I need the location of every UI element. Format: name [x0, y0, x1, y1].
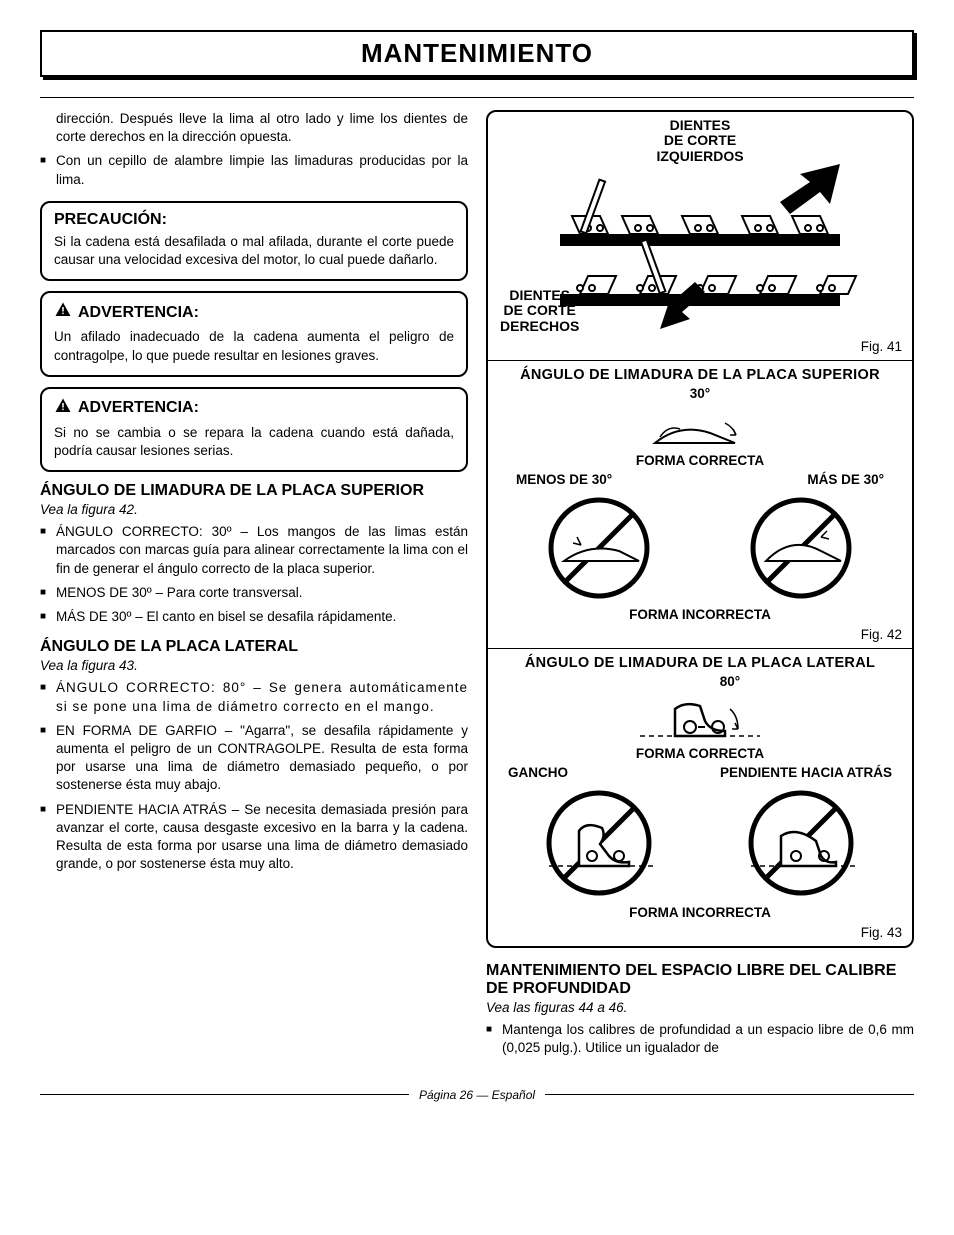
page-title-frame: MANTENIMIENTO — [40, 30, 914, 77]
list-item: Mantenga los calibres de profundidad a u… — [486, 1021, 914, 1057]
fig43-caption: Fig. 43 — [861, 925, 902, 940]
page-title: MANTENIMIENTO — [42, 38, 912, 69]
advertencia2-body: Si no se cambia o se repara la cadena cu… — [54, 424, 454, 460]
fig43-incorrect: FORMA INCORRECTA — [498, 905, 902, 920]
list-item: ÁNGULO CORRECTO: 80° – Se genera automát… — [40, 679, 468, 715]
sec2-bullets: ÁNGULO CORRECTO: 80° – Se genera automát… — [40, 679, 468, 873]
fig42-less: MENOS DE 30° — [516, 472, 612, 487]
intro-bullet: Con un cepillo de alambre limpie las lim… — [40, 152, 468, 188]
fig43-panel: ÁNGULO DE LIMADURA DE LA PLACA LATERAL 8… — [488, 649, 912, 946]
warning-icon — [54, 397, 72, 420]
advertencia2-heading-text: ADVERTENCIA: — [78, 399, 199, 417]
fig42-panel: ÁNGULO DE LIMADURA DE LA PLACA SUPERIOR … — [488, 361, 912, 649]
list-item: PENDIENTE HACIA ATRÁS – Se necesita dema… — [40, 801, 468, 874]
list-item: MÁS DE 30º – El canto en bisel se desafi… — [40, 608, 468, 626]
figures-41-43: DIENTES DE CORTE IZQUIERDOS — [486, 110, 914, 948]
page-footer: Página 26 — Español — [40, 1088, 914, 1102]
fig43-title: ÁNGULO DE LIMADURA DE LA PLACA LATERAL — [498, 655, 902, 671]
fig41-caption: Fig. 41 — [861, 339, 902, 354]
precaucion-body: Si la cadena está desafilada o mal afila… — [54, 233, 454, 269]
sec3-bullets: Mantenga los calibres de profundidad a u… — [486, 1021, 914, 1057]
sec2-heading: ÁNGULO DE LA PLACA LATERAL — [40, 638, 468, 656]
sec2-figref: Vea la figura 43. — [40, 658, 468, 673]
list-item: EN FORMA DE GARFIO – "Agarra", se desafi… — [40, 722, 468, 795]
footer-rule-right — [545, 1094, 914, 1095]
fig42-incorrect: FORMA INCORRECTA — [498, 607, 902, 622]
intro-bullets: Con un cepillo de alambre limpie las lim… — [40, 152, 468, 188]
page-rule — [40, 97, 914, 98]
advertencia1-body: Un afilado inadecuado de la cadena aumen… — [54, 328, 454, 364]
advertencia2-heading: ADVERTENCIA: — [54, 397, 454, 420]
sec3-figref: Vea las figuras 44 a 46. — [486, 1000, 914, 1015]
sec1-figref: Vea la figura 42. — [40, 502, 468, 517]
fig42-angle: 30° — [690, 386, 710, 401]
fig41-label-bottom: DIENTES DE CORTE DERECHOS — [500, 288, 579, 334]
fig43-correct-art — [498, 691, 902, 746]
advertencia1-box: ADVERTENCIA: Un afilado inadecuado de la… — [40, 291, 468, 376]
fig42-correct: FORMA CORRECTA — [498, 453, 902, 468]
fig43-incorrect-art — [498, 786, 902, 901]
fig42-more: MÁS DE 30° — [807, 472, 884, 487]
sec1-bullets: ÁNGULO CORRECTO: 30º – Los mangos de las… — [40, 523, 468, 626]
list-item: MENOS DE 30º – Para corte transversal. — [40, 584, 468, 602]
fig43-backslope: PENDIENTE HACIA ATRÁS — [720, 765, 892, 780]
fig43-angle: 80° — [720, 674, 740, 689]
fig42-incorrect-art — [498, 493, 902, 603]
advertencia1-heading-text: ADVERTENCIA: — [78, 304, 199, 322]
sec3-heading: MANTENIMIENTO DEL ESPACIO LIBRE DEL CALI… — [486, 962, 914, 998]
footer-rule-left — [40, 1094, 409, 1095]
advertencia2-box: ADVERTENCIA: Si no se cambia o se repara… — [40, 387, 468, 472]
left-column: dirección. Después lleve la lima al otro… — [40, 110, 468, 1070]
footer-text: Página 26 — Español — [419, 1088, 535, 1102]
precaucion-heading: PRECAUCIÓN: — [54, 211, 454, 229]
sec1-heading: ÁNGULO DE LIMADURA DE LA PLACA SUPERIOR — [40, 482, 468, 500]
intro-paragraph: dirección. Después lleve la lima al otro… — [56, 110, 468, 146]
two-column-layout: dirección. Después lleve la lima al otro… — [40, 110, 914, 1070]
precaucion-box: PRECAUCIÓN: Si la cadena está desafilada… — [40, 201, 468, 281]
fig41-label-top: DIENTES DE CORTE IZQUIERDOS — [656, 118, 743, 164]
fig42-correct-art — [498, 403, 902, 453]
fig43-correct: FORMA CORRECTA — [498, 746, 902, 761]
list-item: ÁNGULO CORRECTO: 30º – Los mangos de las… — [40, 523, 468, 578]
warning-icon — [54, 301, 72, 324]
right-column: DIENTES DE CORTE IZQUIERDOS — [486, 110, 914, 1070]
fig42-caption: Fig. 42 — [861, 627, 902, 642]
fig42-title: ÁNGULO DE LIMADURA DE LA PLACA SUPERIOR — [498, 367, 902, 383]
fig41-panel: DIENTES DE CORTE IZQUIERDOS — [488, 112, 912, 361]
fig43-hook: GANCHO — [508, 765, 568, 780]
advertencia1-heading: ADVERTENCIA: — [54, 301, 454, 324]
